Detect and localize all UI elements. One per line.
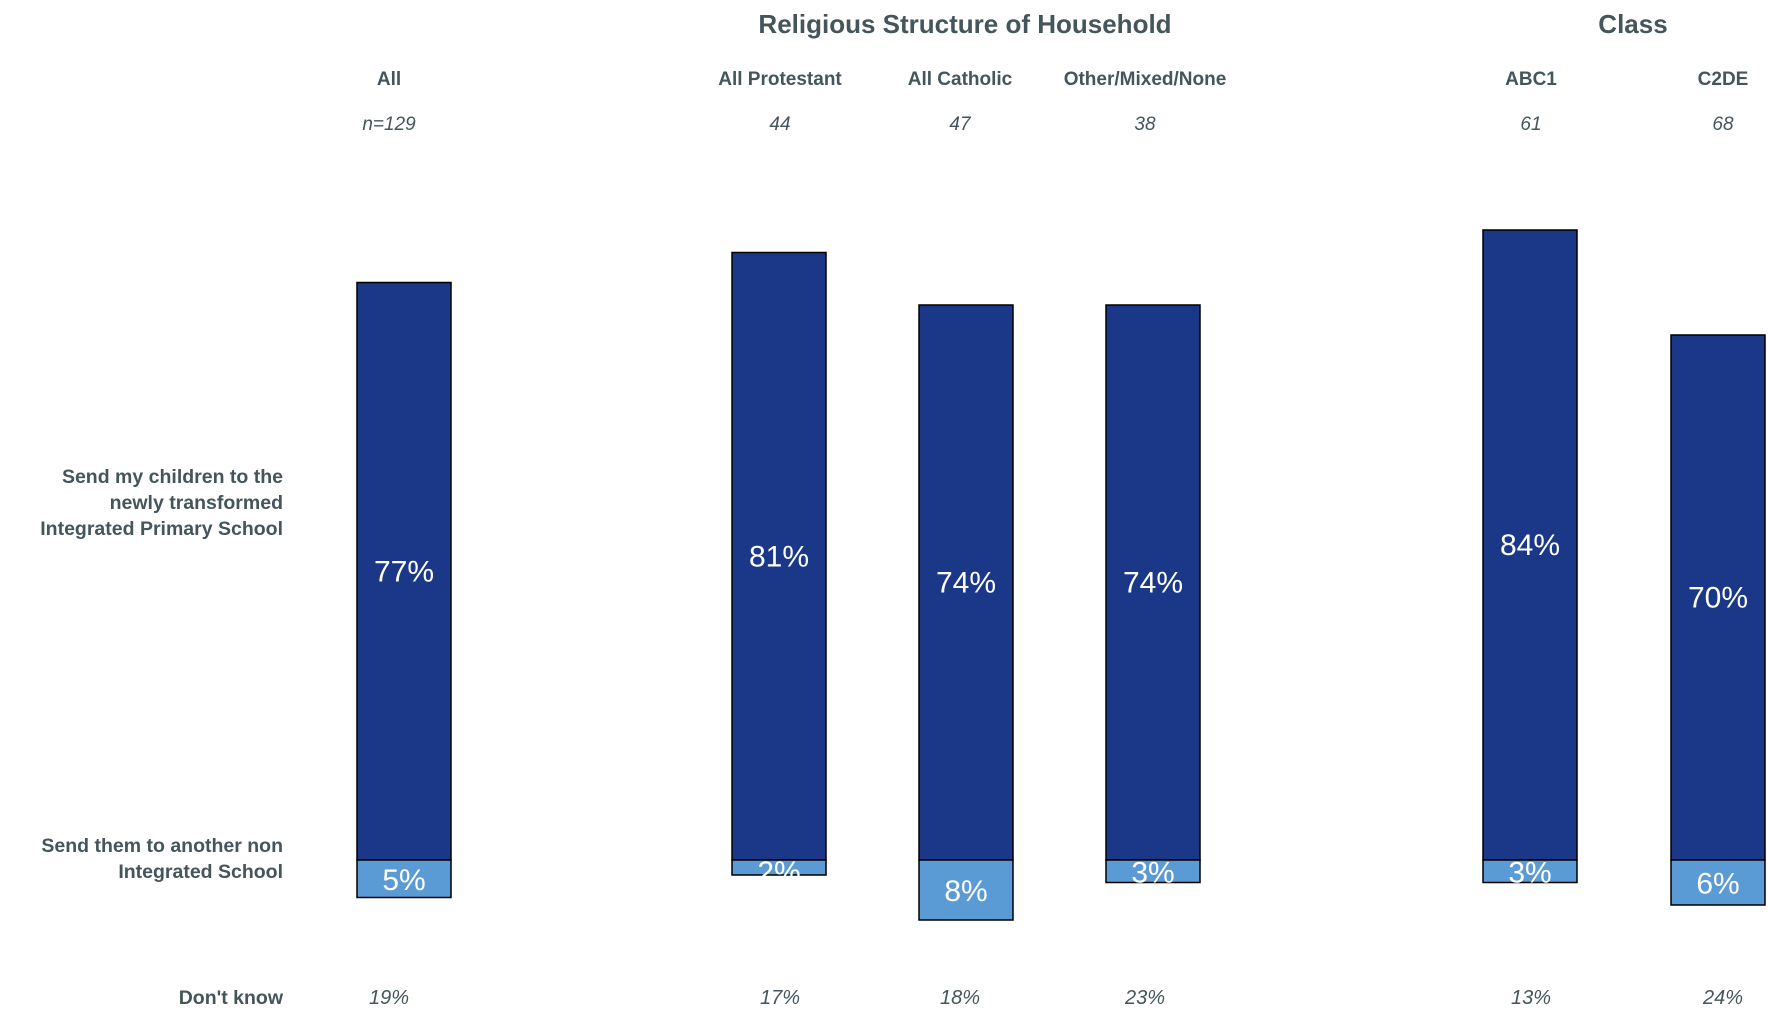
dont-know-value-abc1: 13% — [1511, 987, 1551, 1009]
bar-label-integrated-other-mixed-none: 74% — [1123, 567, 1183, 600]
bar-integrated-c2de — [1670, 334, 1766, 861]
bar-non-integrated-all-protestant — [731, 859, 827, 876]
bar-integrated-all — [356, 281, 452, 861]
row-label-non-integrated-line2: Integrated School — [118, 861, 283, 883]
bar-label-non-integrated-all-catholic: 8% — [944, 875, 987, 908]
bar-label-integrated-all-catholic: 74% — [936, 567, 996, 600]
bar-non-integrated-abc1 — [1482, 859, 1578, 884]
bar-label-integrated-abc1: 84% — [1500, 529, 1560, 562]
bar-integrated-all-catholic — [918, 304, 1014, 861]
bar-integrated-all-protestant — [731, 251, 827, 861]
bar-integrated-abc1 — [1482, 229, 1578, 861]
n-label-all: n=129 — [362, 114, 416, 135]
bar-label-integrated-c2de: 70% — [1688, 582, 1748, 615]
category-label-all: All — [377, 69, 401, 90]
dont-know-value-all: 19% — [369, 987, 409, 1009]
bar-label-integrated-all-protestant: 81% — [749, 540, 809, 573]
dont-know-value-all-catholic: 18% — [940, 987, 980, 1009]
dont-know-value-other-mixed-none: 23% — [1124, 987, 1165, 1009]
row-label-integrated-line2: newly transformed — [110, 492, 283, 514]
bar-label-non-integrated-abc1: 3% — [1508, 856, 1551, 889]
n-label-all-protestant: 44 — [769, 114, 790, 135]
bar-non-integrated-c2de — [1670, 859, 1766, 906]
bar-label-non-integrated-other-mixed-none: 3% — [1131, 856, 1174, 889]
n-label-other-mixed-none: 38 — [1134, 114, 1156, 135]
row-label-integrated-line3: Integrated Primary School — [40, 518, 283, 540]
bar-label-non-integrated-all-protestant: 2% — [757, 856, 800, 889]
row-label-non-integrated-line1: Send them to another non — [41, 835, 283, 857]
bar-label-integrated-all: 77% — [374, 555, 434, 588]
group-title-religion: Religious Structure of Household — [758, 9, 1171, 39]
category-label-other-mixed-none: Other/Mixed/None — [1064, 69, 1227, 90]
n-label-all-catholic: 47 — [949, 114, 972, 135]
category-label-abc1: ABC1 — [1505, 69, 1557, 90]
category-label-all-catholic: All Catholic — [908, 69, 1013, 90]
n-label-abc1: 61 — [1520, 114, 1541, 135]
category-label-all-protestant: All Protestant — [718, 69, 842, 90]
bar-non-integrated-all — [356, 859, 452, 899]
dont-know-value-c2de: 24% — [1702, 987, 1743, 1009]
group-title-class: Class — [1598, 9, 1667, 39]
row-label-integrated-line1: Send my children to the — [62, 466, 283, 488]
chart-marks: All n=129 77% 5% 19% All Protestant 44 81% 2% 17%… — [356, 69, 1766, 1009]
dont-know-value-all-protestant: 17% — [760, 987, 800, 1009]
n-label-c2de: 68 — [1712, 114, 1734, 135]
row-label-dont-know: Don't know — [179, 987, 284, 1009]
category-label-c2de: C2DE — [1698, 69, 1749, 90]
bar-non-integrated-other-mixed-none — [1105, 859, 1201, 884]
bar-label-non-integrated-c2de: 6% — [1696, 868, 1739, 901]
bar-non-integrated-all-catholic — [918, 859, 1014, 921]
bar-label-non-integrated-all: 5% — [382, 864, 425, 897]
